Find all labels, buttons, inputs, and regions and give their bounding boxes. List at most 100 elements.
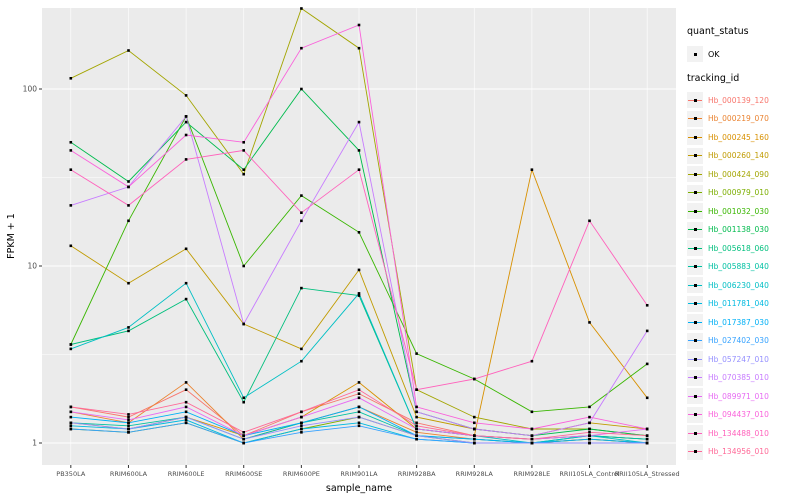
data-point: [184, 388, 188, 391]
legend-item-Hb_017387_030: Hb_017387_030: [687, 313, 799, 332]
data-point: [184, 400, 188, 404]
x-tick-label: RRII105LA_Control: [559, 470, 619, 478]
x-axis-title: sample_name: [326, 483, 392, 494]
legend-label: Hb_001138_030: [708, 225, 769, 235]
legend-label: Hb_011781_040: [708, 299, 769, 309]
data-point: [473, 415, 476, 419]
legend-label: Hb_006230_040: [708, 280, 769, 290]
data-point: [127, 204, 130, 207]
data-point: [588, 415, 591, 419]
data-point: [242, 441, 245, 445]
legend-key: [687, 332, 703, 349]
data-point: [127, 281, 130, 285]
data-point: [69, 149, 73, 152]
data-point: [184, 421, 188, 425]
legend-item-Hb_027402_030: Hb_027402_030: [687, 332, 799, 351]
data-point: [242, 141, 245, 144]
legend-key: [687, 388, 703, 405]
data-point: [184, 281, 188, 285]
data-point: [300, 421, 303, 425]
data-point: [357, 392, 361, 395]
point-marker-icon: [693, 320, 697, 324]
legend-label: Hb_001032_030: [708, 206, 769, 216]
data-point: [473, 441, 476, 445]
data-point: [357, 388, 361, 391]
legend-label: Hb_000424_090: [708, 169, 769, 179]
data-point: [184, 297, 188, 301]
data-point: [69, 410, 73, 414]
legend-item-Hb_005618_060: Hb_005618_060: [687, 239, 799, 258]
legend-item-Hb_001032_030: Hb_001032_030: [687, 202, 799, 221]
point-marker-icon: [693, 283, 697, 287]
data-point: [473, 421, 476, 425]
x-tick-label: PB350LA: [56, 470, 86, 478]
legend-item-Hb_134488_010: Hb_134488_010: [687, 424, 799, 443]
legend-section-tracking-id: tracking_id Hb_000139_120 Hb_000219_070 Hb…: [687, 73, 799, 461]
data-point: [530, 410, 534, 414]
legend-key: [687, 240, 703, 257]
legend-label: Hb_089971_010: [708, 391, 769, 401]
data-point: [645, 329, 649, 333]
data-point: [415, 434, 418, 437]
data-point: [184, 381, 188, 384]
point-marker-icon: [693, 172, 697, 176]
data-point: [415, 405, 418, 409]
point-marker-icon: [693, 357, 697, 361]
data-point: [357, 231, 361, 234]
data-point: [357, 294, 361, 297]
data-point: [357, 424, 361, 428]
data-point: [69, 415, 73, 419]
data-point: [184, 115, 188, 118]
data-point: [588, 431, 591, 434]
point-marker-icon: [693, 98, 697, 102]
legend-key: [687, 129, 703, 146]
data-point: [357, 46, 361, 50]
data-point: [184, 120, 188, 124]
data-point: [69, 168, 73, 171]
legend-item-Hb_134956_010: Hb_134956_010: [687, 443, 799, 462]
x-tick-label: RRIM928BA: [398, 470, 436, 478]
legend-item-Hb_000260_140: Hb_000260_140: [687, 147, 799, 166]
x-tick-label: RRIM600PE: [283, 470, 320, 478]
data-point: [300, 410, 303, 414]
data-point: [530, 359, 534, 363]
point-marker-icon: [693, 154, 697, 158]
y-axis-title: FPKM + 1: [6, 213, 17, 259]
point-marker-icon: [693, 302, 697, 306]
legend-key-ok: [687, 46, 703, 62]
legend-label: Hb_000979_010: [708, 188, 769, 198]
data-point: [300, 427, 303, 431]
data-point: [242, 172, 245, 176]
data-point: [242, 322, 245, 326]
data-point: [415, 431, 418, 434]
data-point: [588, 434, 591, 437]
legend-item-Hb_005883_040: Hb_005883_040: [687, 258, 799, 277]
legend-key: [687, 221, 703, 238]
data-point: [242, 437, 245, 441]
point-marker-icon: [693, 431, 697, 435]
point-marker-icon: [693, 450, 697, 454]
y-tick-label: 1: [32, 439, 37, 448]
data-point: [300, 194, 303, 197]
data-point: [357, 381, 361, 384]
data-point: [242, 400, 245, 404]
legend-item-Hb_089971_010: Hb_089971_010: [687, 387, 799, 406]
data-point: [69, 141, 73, 144]
legend-label-ok: OK: [708, 49, 720, 59]
data-point: [530, 437, 534, 441]
legend-key: [687, 147, 703, 164]
legend-key: [687, 92, 703, 109]
legend-tracking-items: Hb_000139_120 Hb_000219_070 Hb_000245_160 H…: [687, 91, 799, 461]
legend-item-ok: OK: [687, 44, 799, 64]
data-point: [473, 377, 476, 381]
data-point: [415, 352, 418, 355]
legend-key: [687, 184, 703, 201]
data-point: [127, 185, 130, 189]
legend-title-quant-status: quant_status: [687, 26, 749, 37]
data-point: [588, 437, 591, 441]
data-point: [588, 421, 591, 425]
data-point: [415, 427, 418, 431]
data-point: [69, 204, 73, 207]
legend-item-Hb_000979_010: Hb_000979_010: [687, 184, 799, 203]
